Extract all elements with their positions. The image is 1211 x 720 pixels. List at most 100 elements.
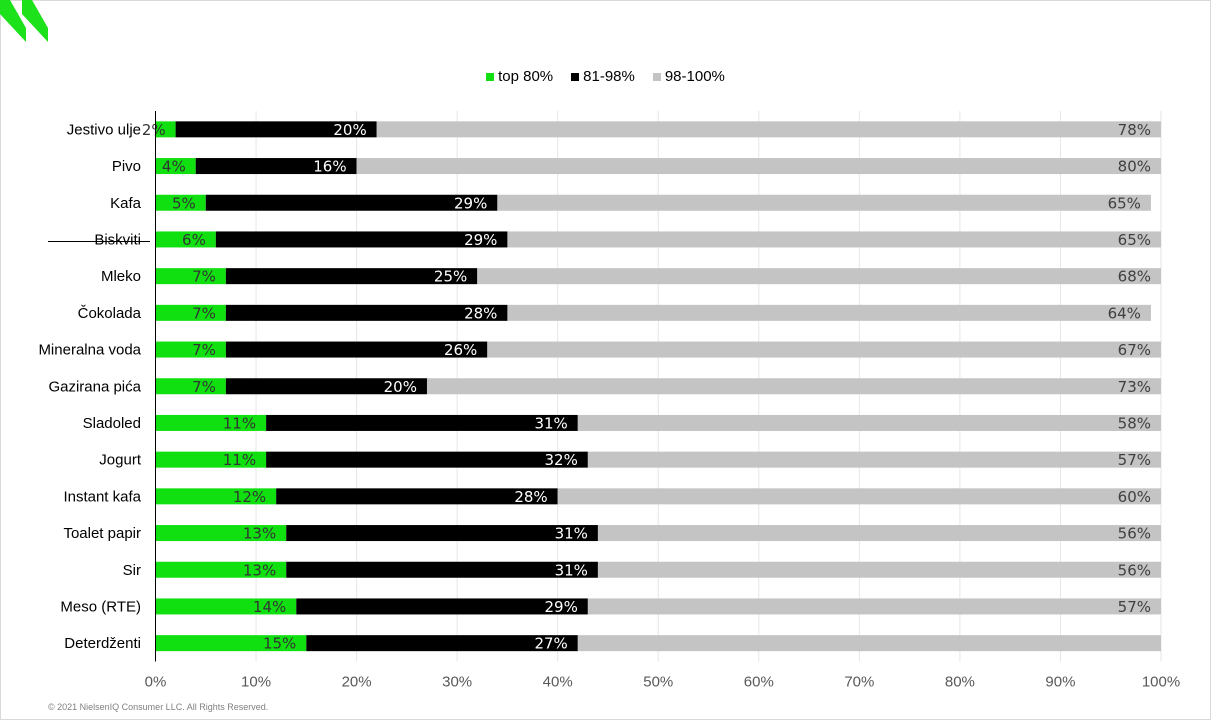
data-label: 7% [192,304,216,322]
x-tick-label: 90% [1045,674,1075,691]
bar-segment-81-98 [215,231,508,248]
data-label: 7% [192,378,216,396]
data-label: 16% [313,158,346,176]
category-label: Toalet papir [63,525,141,542]
bar-segment-81-98 [195,158,357,175]
bar-segment-98-100 [497,194,1151,211]
bar-segment-98-100 [477,268,1161,285]
bar-segment-98-100 [577,414,1161,431]
bar-segment-81-98 [225,268,478,285]
data-label: 25% [434,268,467,286]
bar-segment-81-98 [225,378,427,395]
bar-segment-98-100 [587,598,1161,615]
data-label: 14% [253,598,286,616]
chart-legend: top 80% 81-98% 98-100% [0,68,1211,85]
bar-segment-81-98 [276,488,558,505]
bar-segment-81-98 [175,121,377,138]
category-label: Pivo [112,158,141,175]
bar-segment-81-98 [296,598,588,615]
bar-segment-top80 [155,194,206,211]
legend-swatch-81-98 [571,72,580,81]
data-label: 29% [454,194,487,212]
data-label: 67% [1118,341,1151,359]
bar-segment-98-100 [507,231,1161,248]
bar-segment-top80 [155,525,287,542]
category-label: Gazirana pića [48,378,141,395]
bar-segment-81-98 [266,414,578,431]
category-label: Meso (RTE) [60,598,141,615]
data-label: 56% [1118,525,1151,543]
legend-swatch-98-100 [652,72,661,81]
x-tick-label: 30% [442,674,472,691]
data-label: 6% [182,231,206,249]
data-label: 73% [1118,378,1151,396]
data-label: 29% [545,598,578,616]
data-label: 65% [1108,194,1141,212]
category-label: Sladoled [83,415,141,432]
data-label: 20% [384,378,417,396]
legend-item-top80: top 80% [486,68,553,85]
data-label: 2% [142,121,166,139]
bar-segment-top80 [155,451,267,468]
data-label: 15% [263,635,296,653]
bar-segment-81-98 [286,525,598,542]
bar-segment-top80 [155,414,267,431]
bar-segment-top80 [155,488,277,505]
data-label: 7% [192,341,216,359]
bar-segment-top80 [155,268,226,285]
bar-segment-98-100 [557,488,1161,505]
bar-segment-top80 [155,121,176,138]
bar-segment-81-98 [225,304,508,321]
data-label: 60% [1118,488,1151,506]
category-label: Mleko [101,268,141,285]
data-label: 65% [1118,231,1151,249]
data-label: 32% [545,451,578,469]
data-label: 28% [464,304,497,322]
data-label: 28% [514,488,547,506]
data-label: 64% [1108,304,1141,322]
x-tick-label: 50% [643,674,673,691]
category-label: Jestivo ulje [67,121,141,138]
category-label: Instant kafa [63,488,141,505]
x-tick-label: 0% [145,674,167,691]
bar-segment-top80 [155,378,226,395]
bar-segment-top80 [155,231,216,248]
data-label: 13% [243,561,276,579]
bar-segment-98-100 [356,158,1162,175]
bar-segment-98-100 [577,635,1161,652]
bar-segment-81-98 [286,561,598,578]
data-label: 31% [555,525,588,543]
bar-segment-98-100 [376,121,1162,138]
x-tick-label: 20% [342,674,372,691]
copyright-footer: © 2021 NielsenIQ Consumer LLC. All Right… [48,702,269,712]
category-label: Kafa [110,195,142,212]
legend-item-98-100: 98-100% [652,68,725,85]
data-label: 12% [233,488,266,506]
bar-segment-top80 [155,635,307,652]
bar-segment-top80 [155,341,226,358]
category-label: Jogurt [99,452,142,469]
data-label: 56% [1118,561,1151,579]
data-label: 57% [1118,598,1151,616]
legend-label-top80: top 80% [498,68,554,85]
bar-segment-98-100 [597,561,1161,578]
data-label: 27% [534,635,567,653]
data-label: 31% [534,414,567,432]
bar-segment-98-100 [426,378,1161,395]
category-label: Mineralna voda [38,342,141,359]
data-label: 7% [192,268,216,286]
bar-segment-98-100 [507,304,1151,321]
data-label: 58% [1118,414,1151,432]
bar-segment-top80 [155,561,287,578]
data-label: 13% [243,525,276,543]
legend-swatch-top80 [486,72,495,81]
bar-segment-98-100 [597,525,1161,542]
bar-segment-98-100 [487,341,1161,358]
category-label: Sir [123,562,141,579]
data-label: 11% [223,451,256,469]
category-label: Čokolada [78,305,142,322]
legend-label-98-100: 98-100% [664,68,725,85]
x-tick-label: 70% [844,674,874,691]
x-tick-label: 100% [1142,674,1180,691]
